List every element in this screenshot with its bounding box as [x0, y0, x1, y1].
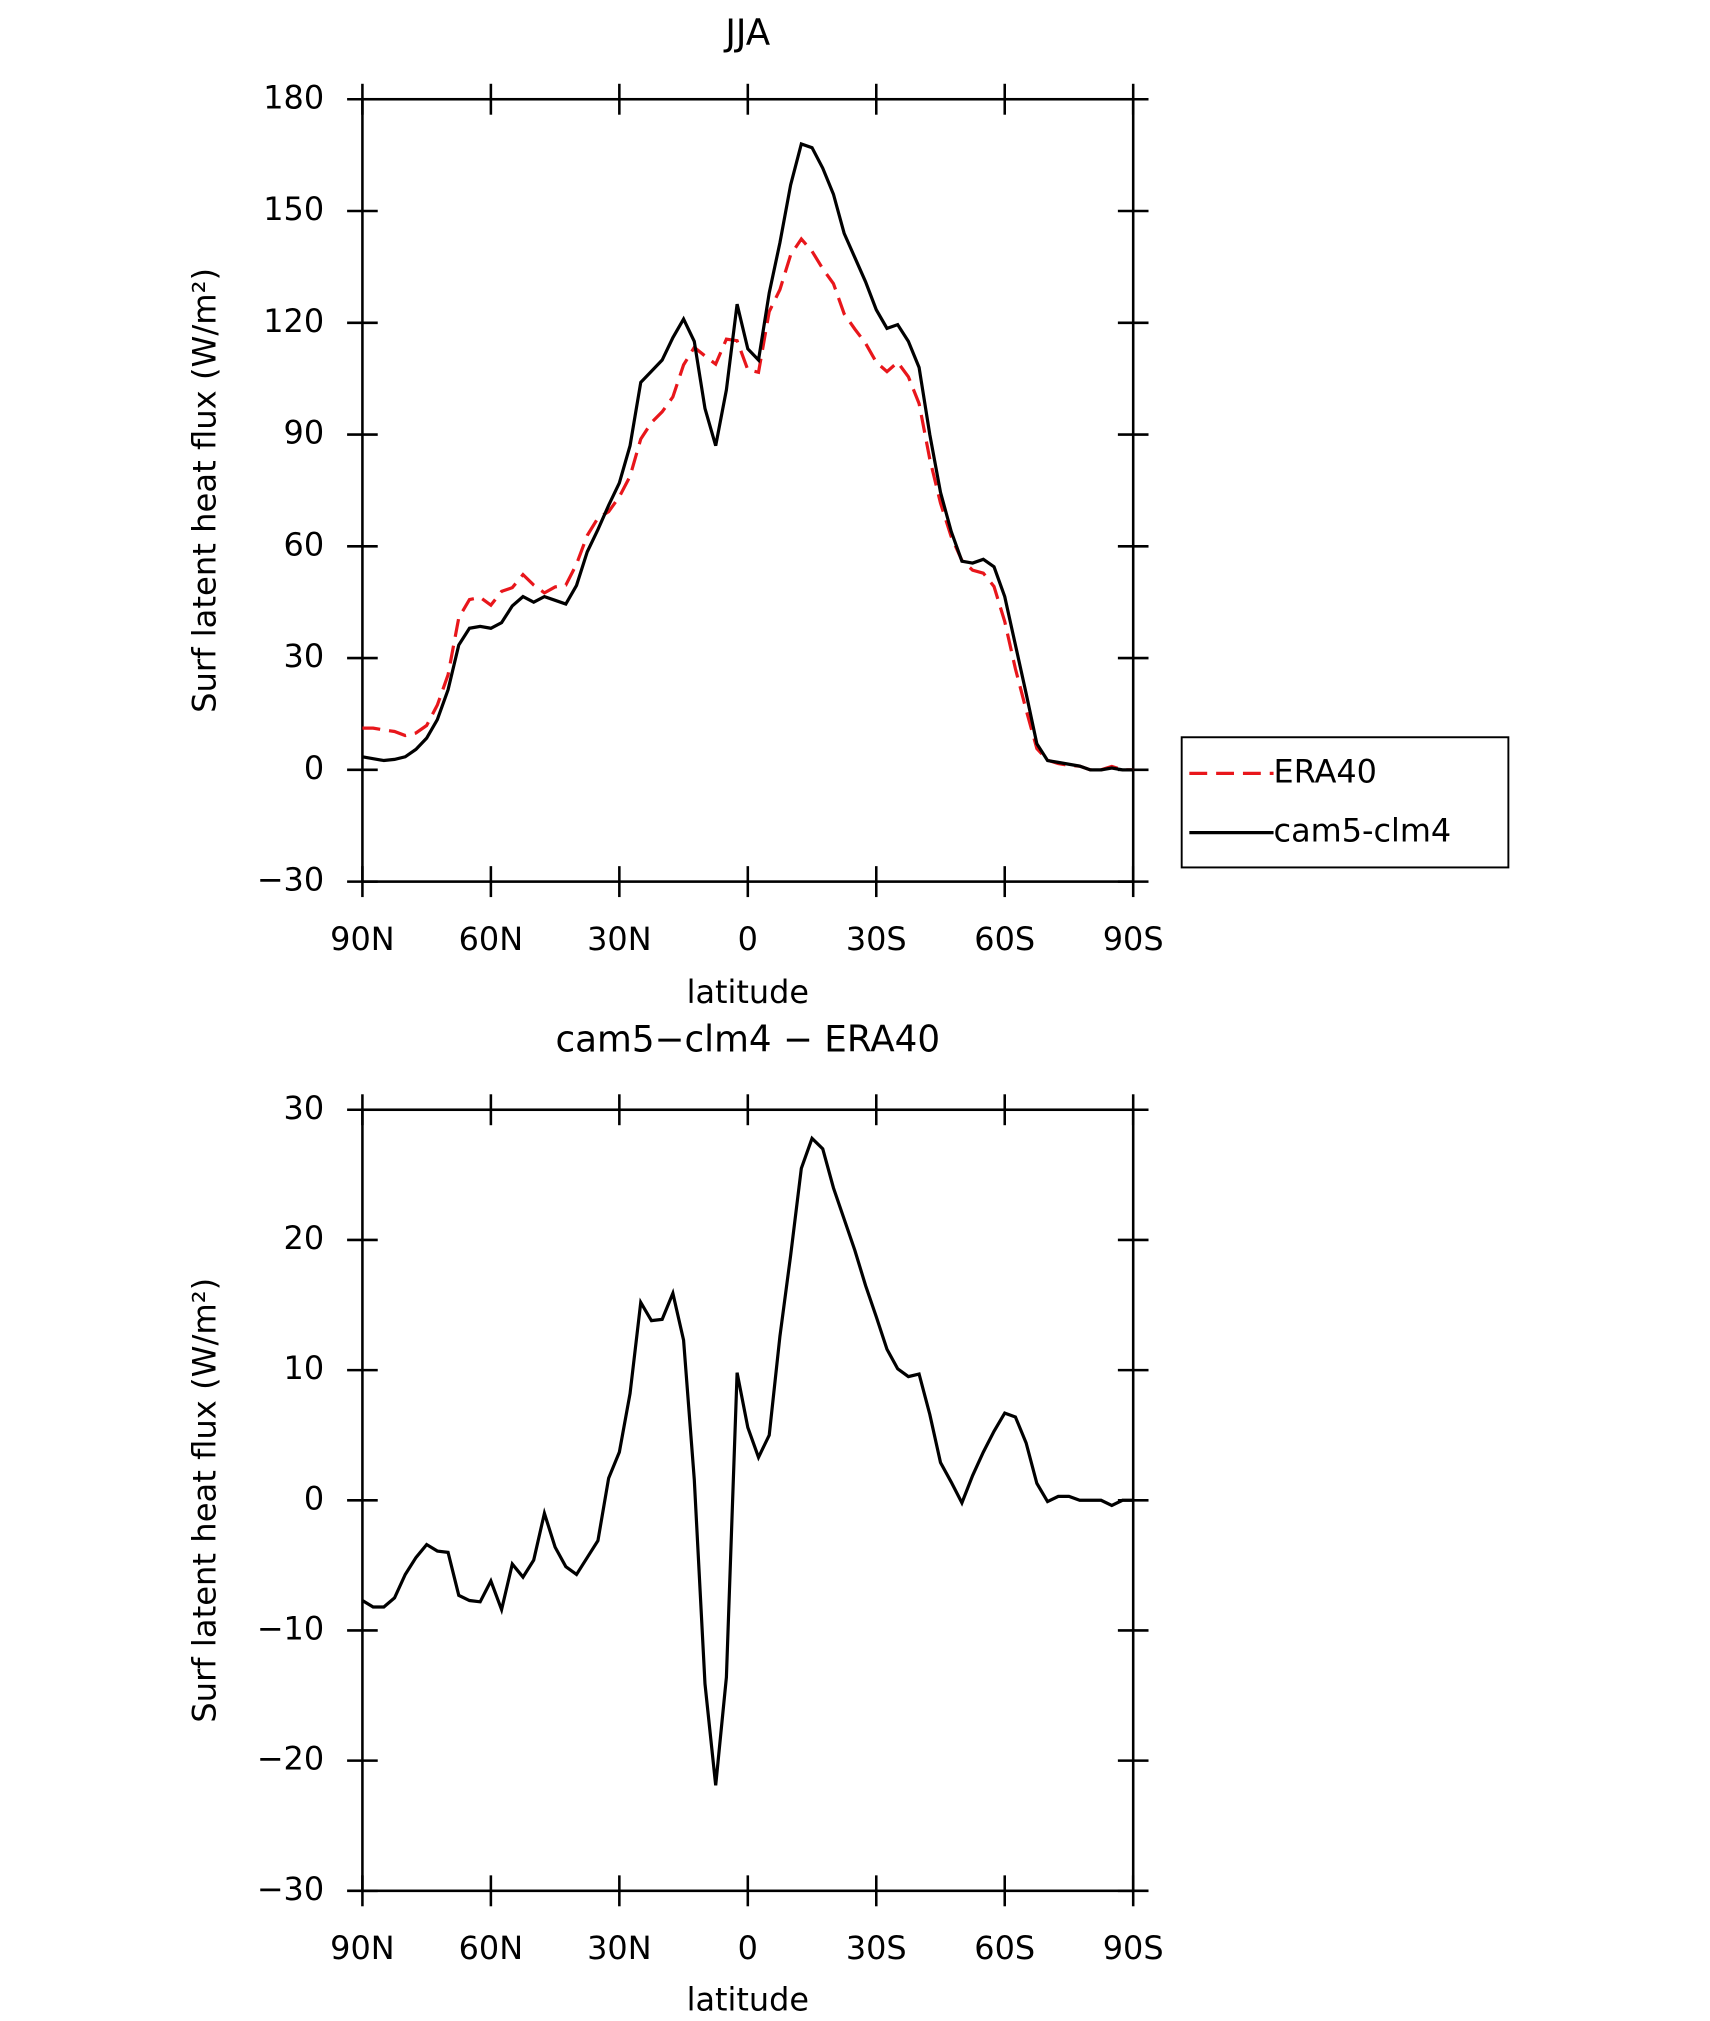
- x-tick-label: 90S: [1103, 1929, 1164, 1967]
- x-tick-label: 30S: [846, 1929, 907, 1967]
- y-tick-label: −10: [257, 1609, 324, 1647]
- x-tick-label: 30N: [587, 920, 651, 958]
- series-line: [362, 236, 1134, 772]
- x-tick-label: 60S: [974, 920, 1035, 958]
- y-tick-label: −20: [257, 1740, 324, 1778]
- chart-title: JJA: [723, 13, 770, 54]
- y-tick-label: 180: [263, 78, 324, 116]
- x-tick-label: 30N: [587, 1929, 651, 1967]
- y-axis-label: Surf latent heat flux (W/m²): [186, 1278, 224, 1723]
- y-tick-label: −30: [257, 1870, 324, 1908]
- legend-box: [1180, 736, 1510, 869]
- y-tick-label: 0: [304, 1479, 324, 1517]
- plot-frame: [361, 1108, 1135, 1893]
- y-tick-label: 20: [284, 1219, 325, 1257]
- y-tick-label: 90: [284, 413, 325, 451]
- y-tick-label: 60: [284, 525, 325, 563]
- y-tick-label: 10: [284, 1349, 325, 1387]
- chart-title: cam5−clm4 − ERA40: [555, 1019, 940, 1060]
- plot-frame: [361, 97, 1135, 883]
- x-tick-label: 0: [738, 1929, 758, 1967]
- legend-label: ERA40: [1274, 752, 1377, 790]
- y-tick-label: 30: [284, 637, 325, 675]
- y-tick-label: 30: [284, 1089, 325, 1127]
- x-tick-label: 60S: [974, 1929, 1035, 1967]
- y-tick-label: −30: [257, 861, 324, 899]
- legend-label: cam5-clm4: [1274, 812, 1452, 850]
- y-tick-label: 150: [263, 190, 324, 228]
- x-axis-label: latitude: [687, 1981, 809, 2019]
- series-line: [361, 1135, 1134, 1786]
- x-tick-label: 60N: [459, 920, 523, 958]
- y-tick-label: 120: [263, 302, 324, 340]
- x-tick-label: 90N: [330, 1929, 394, 1967]
- series-line: [362, 141, 1134, 772]
- x-axis-label: latitude: [687, 973, 809, 1011]
- x-tick-label: 30S: [846, 920, 907, 958]
- x-tick-label: 0: [738, 920, 758, 958]
- y-axis-label: Surf latent heat flux (W/m²): [186, 268, 224, 713]
- y-tick-label: 0: [304, 749, 324, 787]
- x-tick-label: 90N: [330, 920, 394, 958]
- x-tick-label: 90S: [1103, 920, 1164, 958]
- x-tick-label: 60N: [459, 1929, 523, 1967]
